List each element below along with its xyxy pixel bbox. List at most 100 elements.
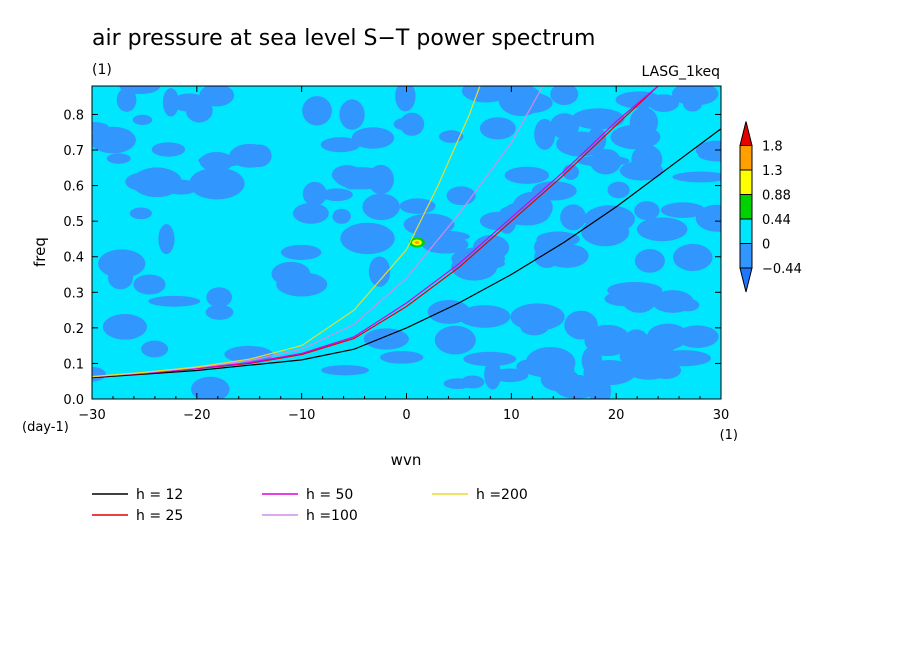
field-blob	[229, 143, 271, 168]
field-blob	[656, 350, 711, 367]
colorbar-label: 0.88	[762, 189, 791, 204]
field-blob	[676, 298, 700, 312]
field-blob	[636, 217, 688, 242]
dispersion-curves	[92, 86, 721, 379]
field-blob	[607, 181, 630, 199]
y-tick-label: 0.0	[63, 393, 84, 408]
field-blob	[276, 272, 328, 297]
field-blob	[403, 213, 455, 236]
colorbar: −0.44 0 0.44 0.88 1.3 1.8	[739, 121, 802, 293]
x-tick-label: −30	[78, 408, 105, 423]
field-blob	[443, 378, 472, 389]
colorbar-segment	[739, 121, 753, 146]
field-blob	[610, 124, 661, 150]
field-blob	[624, 329, 649, 352]
field-blob	[395, 86, 416, 112]
y-tick-label: 0.1	[63, 357, 84, 372]
x-axis-unit: (1)	[720, 428, 738, 443]
field-blob	[280, 244, 322, 260]
legend-label: h = 12	[136, 487, 183, 503]
field-blob	[642, 330, 673, 356]
y-tick-label: 0.6	[63, 180, 84, 195]
field-blob	[106, 153, 131, 164]
field-blob	[98, 249, 146, 278]
field-blob	[446, 186, 476, 206]
x-tick-label: 0	[402, 408, 410, 423]
y-tick-label: 0.4	[63, 251, 84, 266]
colorbar-label: 1.8	[762, 140, 783, 155]
field-blob	[695, 204, 721, 232]
field-blob	[302, 181, 327, 206]
colorbar-label: −0.44	[762, 262, 802, 277]
curve-5	[92, 86, 481, 378]
field-blob	[367, 164, 394, 195]
field-blob	[615, 91, 663, 109]
field-blob	[363, 328, 409, 350]
curve-1	[92, 128, 721, 379]
field-blob	[676, 325, 719, 348]
y-tick-label: 0.2	[63, 322, 84, 337]
legend-label: h =100	[306, 508, 358, 524]
legend-label: h =200	[476, 487, 528, 503]
field-blob	[321, 365, 369, 376]
field-blob	[102, 313, 147, 340]
y-tick-label: 0.5	[63, 215, 84, 230]
field-blob	[533, 234, 575, 260]
field-blob	[512, 191, 553, 224]
field-blob	[534, 118, 556, 150]
field-blob	[141, 340, 169, 358]
field-blob	[151, 142, 186, 157]
y-axis-label: freq	[31, 237, 49, 267]
title-unit: (1)	[92, 62, 112, 78]
field-blob	[550, 86, 579, 106]
field-blob	[339, 99, 365, 130]
field-blob	[132, 114, 153, 125]
field-blob	[540, 367, 580, 392]
y-tick-label: 0.7	[63, 144, 84, 159]
field-blob	[581, 218, 630, 247]
field-blob	[634, 249, 665, 273]
field-blob	[362, 193, 400, 221]
field-blob	[660, 202, 706, 218]
field-blob	[562, 164, 579, 180]
field-blob	[125, 172, 166, 192]
field-blob	[504, 166, 550, 184]
curve-3	[92, 86, 659, 378]
field-blob	[463, 351, 517, 367]
field-blob	[351, 127, 395, 149]
field-blob	[148, 295, 201, 307]
field-blob	[577, 155, 630, 167]
y-tick-label: 0.8	[63, 108, 84, 123]
field-blob	[513, 309, 554, 322]
field-blob	[199, 151, 234, 172]
colorbar-segment	[739, 243, 753, 269]
field-blob	[434, 325, 476, 355]
field-blob	[92, 126, 136, 154]
field-blob	[116, 87, 137, 112]
field-blob	[199, 86, 235, 107]
field-blob	[584, 324, 631, 357]
field-blob	[171, 93, 207, 112]
field-blob	[320, 188, 353, 202]
field-blob	[479, 117, 516, 140]
field-blob	[191, 376, 230, 399]
field-blob	[695, 140, 721, 161]
spectrum-field	[92, 86, 721, 399]
field-blob	[379, 351, 424, 364]
legend-label: h = 50	[306, 487, 353, 503]
y-axis-ticks: 0.0 0.1 0.2 0.3 0.4 0.5 0.6 0.7 0.8	[63, 108, 721, 408]
field-blob	[158, 224, 175, 255]
y-axis-unit: (day-1)	[22, 420, 69, 435]
field-blob	[129, 207, 152, 220]
field-blob	[302, 96, 332, 126]
field-blob	[458, 305, 511, 328]
x-axis-ticks: −30 −20 −10 0 10 20 30	[78, 86, 729, 423]
field-blob	[479, 211, 518, 231]
field-blob	[672, 171, 721, 183]
legend-label: h = 25	[136, 508, 183, 524]
colorbar-label: 0.44	[762, 213, 791, 228]
field-blob	[439, 130, 464, 143]
field-blob	[320, 137, 361, 153]
field-blob	[461, 86, 511, 103]
